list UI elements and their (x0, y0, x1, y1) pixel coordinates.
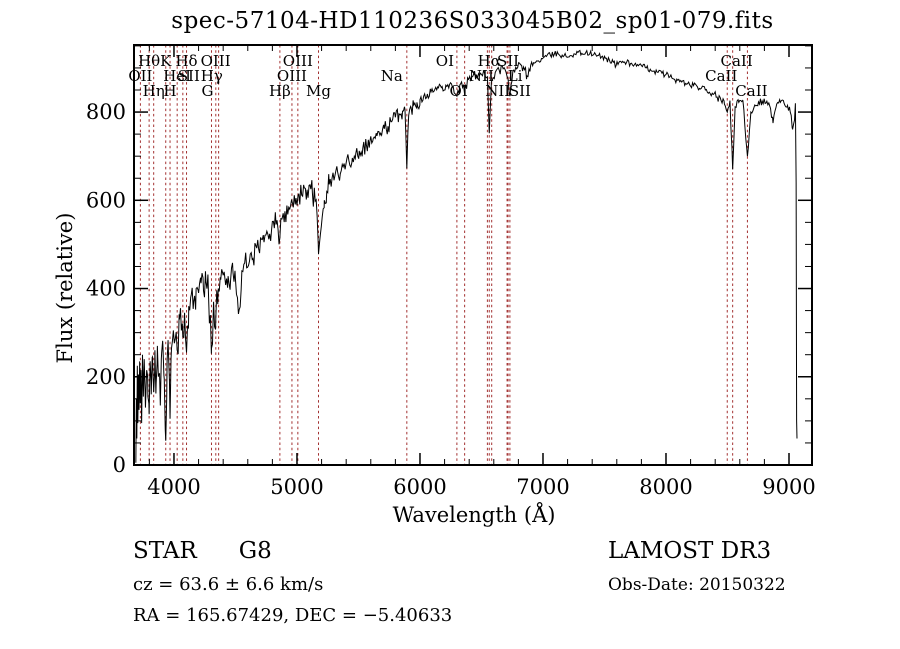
spectral-line-label: CaII (735, 82, 767, 100)
spectral-line-label: Hγ (201, 67, 223, 85)
spectral-line-label: OIII (283, 52, 313, 70)
classification-line: STAR G8 (133, 538, 272, 564)
survey-release-label: LAMOST DR3 (608, 538, 772, 564)
spectral-line-label: HeI (163, 67, 191, 85)
plot-border (133, 44, 813, 466)
spectral-line-label: K (160, 52, 172, 70)
plot-title: spec-57104-HD110236S033045B02_sp01-079.f… (171, 8, 774, 34)
spectral-line-label: SII (178, 67, 200, 85)
y-axis-tick-label: 400 (86, 277, 126, 301)
obs-date-label: Obs-Date: 20150322 (608, 575, 786, 595)
object-subclass: G8 (238, 538, 272, 564)
spectral-line-label: OIII (277, 67, 307, 85)
x-axis-tick-label: 7000 (516, 475, 569, 499)
spectral-line-label: CaII (705, 67, 737, 85)
spectral-line-label: Hδ (175, 52, 197, 70)
spectral-line-label: G (202, 82, 214, 100)
spectral-line-label: NII (485, 82, 510, 100)
y-axis-tick-label: 800 (86, 100, 126, 124)
spectral-line-label: Mg (306, 82, 331, 100)
spectral-line-label: H (163, 82, 176, 100)
spectral-line-label: Na (381, 67, 403, 85)
x-axis-tick-label: 9000 (762, 475, 815, 499)
spectral-line-label: CaII (721, 52, 753, 70)
spectral-line-label: SII (509, 82, 531, 100)
spectral-line-label: Li (508, 67, 523, 85)
radial-velocity-line: cz = 63.6 ± 6.6 km/s (133, 574, 324, 595)
x-axis-tick-label: 8000 (639, 475, 692, 499)
spectral-line-label: OI (436, 52, 454, 70)
spectral-line-label: Hθ (138, 52, 160, 70)
x-axis-tick-label: 4000 (147, 475, 200, 499)
spectral-line-label: Hη (143, 82, 165, 100)
y-axis-tick-label: 200 (86, 365, 126, 389)
y-axis-tick-label: 0 (113, 453, 126, 477)
y-axis-tick-label: 600 (86, 188, 126, 212)
coordinates-line: RA = 165.67429, DEC = −5.40633 (133, 605, 453, 626)
x-axis-tick-label: 5000 (270, 475, 323, 499)
x-axis-title: Wavelength (Å) (392, 503, 556, 527)
x-axis-tick-label: 6000 (393, 475, 446, 499)
spectral-line-label: Hβ (269, 82, 291, 100)
spectral-line-label: OIII (201, 52, 231, 70)
spectral-line-label: Hα (478, 52, 501, 70)
spectrum-curve (135, 49, 798, 463)
object-class: STAR (133, 538, 197, 564)
